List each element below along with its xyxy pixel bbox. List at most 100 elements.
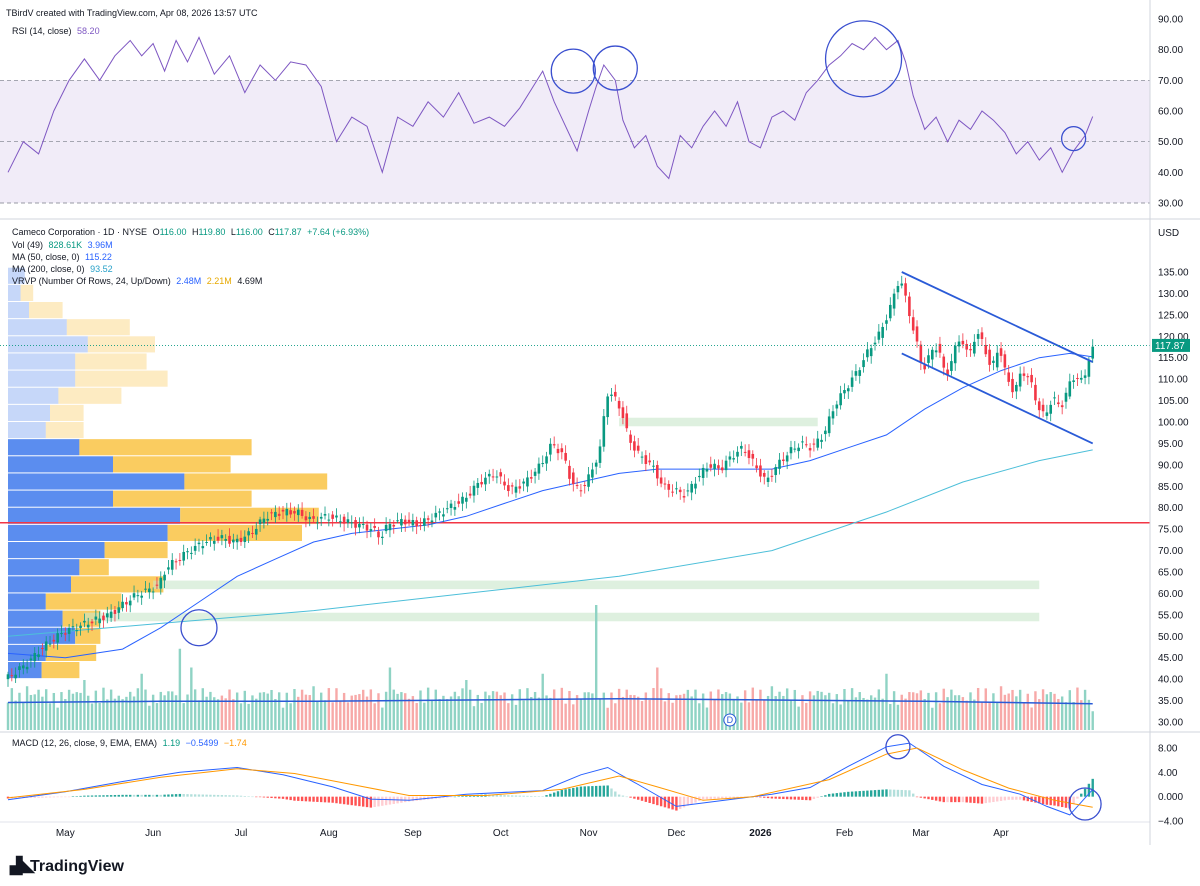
candle-body [571, 472, 575, 485]
volume-bar [136, 688, 140, 730]
vrvp-up-bar [8, 284, 21, 301]
candle-body [1026, 376, 1030, 378]
candle-body [568, 465, 571, 479]
volume-bar [304, 694, 308, 730]
candle-body [602, 416, 606, 447]
candle-body [262, 518, 266, 524]
candle-body [56, 633, 59, 643]
candle-body [323, 514, 327, 516]
macd-histogram-bar [644, 796, 648, 802]
candle-body [90, 621, 94, 624]
macd-histogram-bar [174, 794, 178, 797]
candle-body [579, 490, 583, 492]
volume-bar [637, 696, 640, 730]
price-tick-label: 100.00 [1158, 418, 1189, 429]
candle-body [197, 542, 201, 545]
volume-bar [426, 687, 430, 730]
volume-bar [984, 688, 987, 730]
dividend-marker[interactable]: D [723, 713, 737, 727]
macd-histogram-bar [312, 796, 315, 802]
volume-bar [755, 699, 758, 730]
candle-body [1011, 378, 1014, 393]
macd-histogram-bar [182, 794, 185, 797]
candle-body [472, 485, 476, 496]
volume-bar [14, 700, 17, 730]
low-label: L [230, 227, 236, 237]
vrvp-up-bar [8, 456, 113, 473]
macd-histogram-bar [980, 796, 984, 804]
price-tick-label: 60.00 [1158, 589, 1183, 600]
volume-bar [449, 696, 453, 730]
candle-body [21, 665, 25, 669]
macd-tick-label: −4.00 [1158, 817, 1184, 828]
candle-body [106, 613, 109, 618]
macd-histogram-bar [224, 795, 227, 797]
vrvp-up-bar [8, 422, 46, 439]
macd-histogram-bar [60, 796, 63, 798]
macd-histogram-bar [171, 794, 174, 797]
volume-bar [831, 703, 835, 730]
volume-bar [503, 692, 506, 730]
volume-bar [728, 693, 732, 730]
volume-bar [950, 689, 953, 730]
candle-body [720, 467, 724, 471]
candle-body [174, 561, 178, 563]
volume-bar [1041, 689, 1045, 730]
price-tick-label: 40.00 [1158, 675, 1183, 686]
macd-histogram-bar [686, 796, 690, 806]
macd-histogram-bar [354, 796, 357, 806]
candle-body [839, 393, 842, 406]
volume-bar [892, 691, 896, 730]
macd-histogram-bar [239, 795, 243, 797]
price-tick-label: 90.00 [1158, 460, 1183, 471]
candle-body [610, 394, 613, 397]
candle-body [953, 345, 957, 364]
price-tick-label: 80.00 [1158, 503, 1183, 514]
candle-body [877, 331, 881, 340]
macd-histogram-bar [1041, 796, 1045, 805]
volume-bar [682, 693, 686, 730]
vrvp-label: VRVP (Number Of Rows, 24, Up/Down) [12, 276, 171, 286]
volume-bar [640, 701, 644, 730]
vrvp-up-bar [8, 336, 88, 353]
rsi-tick-label: 30.00 [1158, 199, 1183, 210]
macd-histogram-bar [186, 794, 189, 797]
volume-bar [999, 686, 1003, 730]
macd-histogram-bar [300, 796, 304, 802]
volume-bar [1026, 693, 1029, 730]
volume-bar [942, 688, 945, 730]
volume-bar [308, 695, 311, 730]
volume-bar [167, 691, 170, 730]
volume-bar [182, 703, 185, 730]
candle-body [793, 448, 797, 450]
candle-body [350, 522, 354, 524]
vrvp-down-bar [87, 336, 155, 353]
candle-body [277, 513, 281, 516]
price-tick-label: 120.00 [1158, 332, 1189, 343]
macd-histogram-bar [671, 796, 674, 810]
volume-bar [339, 700, 342, 730]
macd-histogram-bar [297, 796, 300, 801]
candle-body [812, 443, 816, 445]
vrvp-up-bar [8, 473, 185, 490]
rsi-panel: 90.00 80.00 70.00 60.00 50.00 40.00 30.00 [0, 15, 1183, 210]
macd-histogram-bar [216, 794, 220, 797]
candle-body [201, 546, 205, 549]
candle-body [782, 459, 785, 462]
macd-histogram-bar [247, 796, 250, 797]
volume-bar [621, 696, 625, 730]
macd-histogram-bar [759, 796, 762, 798]
volume-bar [667, 693, 670, 730]
macd-histogram-bar [373, 796, 376, 808]
macd-histogram-bar [155, 794, 159, 797]
macd-histogram-bar [900, 789, 903, 797]
macd-histogram-bar [167, 794, 170, 797]
macd-histogram [6, 778, 1094, 811]
macd-histogram-bar [407, 796, 411, 802]
vrvp-down-bar [79, 439, 252, 456]
volume-bar [129, 691, 132, 730]
dividend-circle[interactable] [723, 713, 737, 727]
candle-body [296, 509, 300, 516]
tradingview-logo[interactable]: ▟◣TradingView [10, 856, 124, 876]
candle-body [919, 344, 923, 363]
